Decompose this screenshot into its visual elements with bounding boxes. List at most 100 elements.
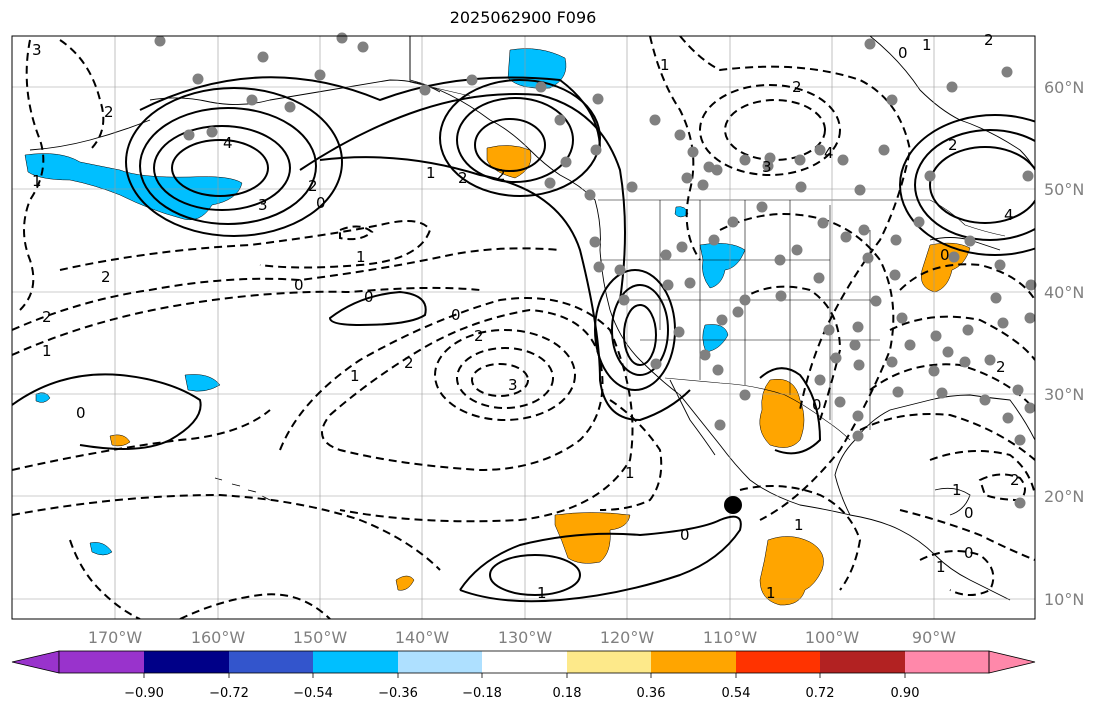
station-dot [699,349,711,361]
contour-line [599,399,663,511]
contour-line [919,550,995,596]
station-dot [257,51,269,63]
contour-label: 1 [356,248,366,266]
contour-line [471,363,529,397]
contour-label: 2 [104,103,114,121]
contour-label: 3 [32,41,42,59]
contour-line [279,297,634,523]
contour-line [456,347,554,409]
station-dot [593,261,605,273]
contour-label: 1 [922,36,932,54]
station-dot [684,277,696,289]
colorbar-tick-label: −0.72 [209,686,249,701]
contour-line [474,118,546,172]
station-dot [936,387,948,399]
contour-label: 0 [898,44,908,62]
station-dot [246,94,258,106]
station-dot [419,84,431,96]
contour-label: 2 [404,354,414,372]
station-dot [889,269,901,281]
station-dot [154,35,166,47]
station-dot [795,181,807,193]
station-dot [650,358,662,370]
station-dot [739,154,751,166]
contour-label: 0 [316,194,326,212]
contour-line [434,329,576,421]
location-marker[interactable] [724,496,742,514]
station-dot [830,352,842,364]
colorbar-tick-label: 0.36 [637,686,666,701]
station-dot [896,312,908,324]
station-dot [904,339,916,351]
contour-label: 0 [680,526,690,544]
us-mexico-border [664,377,851,441]
station-dot [852,321,864,333]
colorbar-tick-label: 0.54 [722,686,751,701]
contour-label: 0 [940,246,950,264]
contour-line [459,515,742,603]
station-dot [990,292,1002,304]
contour-label: 0 [964,504,974,522]
negative-anomaly-region [674,206,689,218]
station-dot [994,259,1006,271]
longitude-label: 170°W [88,628,143,647]
station-dot [590,144,602,156]
contour-label: 0 [364,288,374,306]
contour-line [153,125,291,211]
colorbar-swatch [567,651,651,673]
contour-label: 2 [308,177,318,195]
station-dot [946,81,958,93]
station-dot [727,216,739,228]
map-border [11,35,1036,620]
negative-anomaly-region [702,324,729,353]
station-dot [886,356,898,368]
north-america-west-coast [409,36,1011,601]
contour-label: 4 [223,134,233,152]
contour-line [125,87,343,237]
contour-label: 4 [1004,206,1014,224]
coastlines [29,36,1035,601]
station-dot [662,279,674,291]
station-dots [154,32,1037,509]
contour-label: 1 [936,558,946,576]
latitude-label: 40°N [1044,283,1084,302]
contour-line [899,114,1035,256]
contour-label: 1 [32,172,42,190]
contour-line [859,413,1035,461]
contour-line [171,139,269,197]
alaska-coast [149,79,441,105]
station-dot [864,38,876,50]
station-dot [890,234,902,246]
hawaii-islands [214,477,271,501]
longitude-label: 90°W [912,628,956,647]
station-dot [626,181,638,193]
contour-line [12,373,202,450]
contour-line [439,79,601,197]
station-dot [712,364,724,376]
station-dot [739,294,751,306]
contour-line [914,129,1035,241]
contour-line [456,97,574,183]
station-dot [544,177,556,189]
station-dot [649,114,661,126]
station-dot [1001,66,1013,78]
station-dot [584,189,596,201]
colorbar-extend-max [988,650,1036,674]
positive-anomaly-region [554,512,631,564]
station-dot [614,264,626,276]
colorbar-swatch [313,651,398,673]
contour-label: 3 [508,376,518,394]
station-dot [739,389,751,401]
positive-anomaly-region [759,378,805,448]
contour-label: 1 [42,342,52,360]
contour-line [889,315,1035,361]
contour-label: 1 [426,164,436,182]
contour-line [978,473,1026,502]
station-dot [1014,434,1026,446]
longitude-label: 110°W [703,628,758,647]
station-dot [942,346,954,358]
station-dot [849,339,861,351]
longitude-label: 150°W [293,628,348,647]
longitude-label: 130°W [498,628,553,647]
